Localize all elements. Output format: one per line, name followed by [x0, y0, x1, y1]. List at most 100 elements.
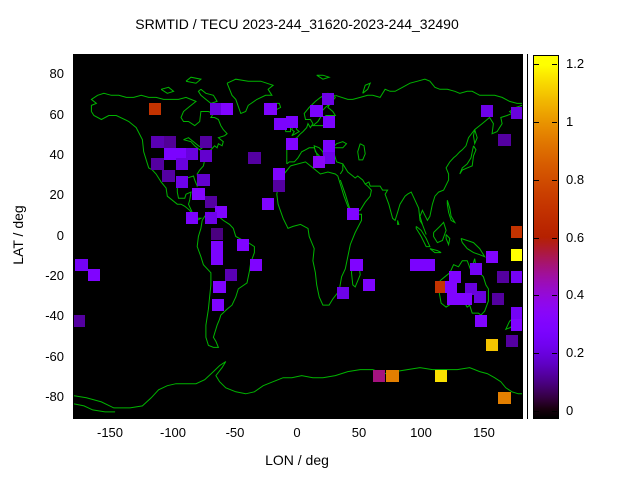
heatmap-cell [151, 135, 164, 148]
colorbar-tick-mark [552, 238, 557, 239]
heatmap-cell [410, 258, 423, 271]
heatmap-cell [204, 196, 218, 209]
coastline-path [419, 104, 522, 235]
heatmap-cell [151, 157, 164, 170]
heatmap-cell [273, 167, 286, 180]
heatmap-cell [510, 248, 522, 261]
colorbar-tick-label: 0.2 [566, 345, 585, 360]
heatmap-cell [248, 151, 261, 164]
coastline-path [316, 74, 331, 80]
y-tick-label: -40 [45, 308, 64, 323]
heatmap-cell [210, 228, 224, 241]
y-tick-label: -80 [45, 389, 64, 404]
x-tick-label: 150 [473, 425, 495, 440]
heatmap-cell [498, 133, 511, 146]
heatmap-cell [224, 268, 237, 281]
coastline-path [342, 163, 423, 225]
coastline-path [185, 76, 203, 84]
coastline-path [357, 143, 366, 161]
coastline-path [446, 200, 457, 224]
heatmap-cell [209, 103, 222, 116]
heatmap-cell [459, 293, 473, 306]
heatmap-cell [162, 170, 175, 183]
colorbar-tick-mark [534, 238, 539, 239]
heatmap-cell [186, 212, 199, 225]
heatmap-cell [285, 137, 298, 150]
heatmap-cell [372, 369, 386, 382]
heatmap-cell [448, 270, 461, 283]
heatmap-cell [321, 93, 334, 106]
colorbar-tick-label: 0 [566, 403, 574, 418]
heatmap-cell [176, 157, 189, 170]
heatmap-cell [498, 391, 511, 404]
heatmap-cell [249, 258, 262, 271]
heatmap-cell [186, 147, 199, 160]
heatmap-cell [336, 286, 349, 299]
heatmap-cell [274, 117, 287, 130]
heatmap-cell [199, 149, 213, 162]
coastline-path [472, 129, 478, 146]
heatmap-cell [192, 188, 205, 201]
colorbar-tick-mark [552, 122, 557, 123]
colorbar-tick-mark [552, 64, 557, 65]
heatmap-cell [204, 212, 218, 225]
x-tick-label: -100 [159, 425, 187, 440]
heatmap-cell [310, 105, 323, 118]
heatmap-cell [350, 258, 363, 271]
y-tick-label: 40 [49, 147, 64, 162]
y-tick-label: -60 [45, 349, 64, 364]
colorbar-tick-mark [534, 353, 539, 354]
coastline-path [332, 141, 348, 149]
heatmap-cell [473, 290, 486, 303]
heatmap-cell [148, 103, 162, 116]
heatmap-cell [322, 115, 336, 128]
heatmap-cell [261, 198, 275, 211]
heatmap-cell [485, 339, 499, 352]
heatmap-cell [176, 176, 189, 189]
heatmap-cell [434, 369, 448, 382]
coastline-path [74, 361, 522, 409]
heatmap-cell [422, 258, 435, 271]
coastline-path [276, 161, 362, 306]
heatmap-cell [510, 270, 522, 283]
heatmap-cell [447, 293, 460, 306]
plot-area [73, 54, 523, 419]
heatmap-cell [485, 250, 499, 263]
heatmap-cell [480, 105, 494, 118]
coastline-path [460, 238, 486, 258]
colorbar-tick-mark [534, 180, 539, 181]
heatmap-cell [346, 208, 359, 221]
heatmap-cell [469, 262, 483, 275]
colorbar-tick-mark [534, 295, 539, 296]
heatmap-cell [74, 315, 86, 328]
colorbar-tick-label: 1.2 [566, 56, 585, 71]
heatmap-cell [322, 139, 336, 152]
colorbar-tick-label: 1 [566, 114, 574, 129]
heatmap-cell [322, 151, 336, 164]
coastline-path [74, 403, 116, 413]
heatmap-cell [285, 115, 298, 128]
heatmap-cell [220, 103, 234, 116]
heatmap-cell [212, 299, 225, 312]
x-tick-label: -50 [225, 425, 245, 440]
x-tick-label: 0 [293, 425, 301, 440]
heatmap-cell [75, 258, 88, 271]
coastline-path [226, 78, 275, 115]
coastline-path [335, 78, 522, 104]
heatmap-cell [176, 147, 189, 160]
heatmap-cell [213, 280, 226, 293]
x-tick-label: 100 [410, 425, 432, 440]
heatmap-cell [510, 226, 522, 239]
heatmap-cell [510, 307, 522, 320]
colorbar-tick-label: 0.6 [566, 230, 585, 245]
colorbar [533, 55, 559, 419]
heatmap-cell [434, 280, 448, 293]
colorbar-tick-mark [552, 295, 557, 296]
heatmap-cell [210, 252, 224, 265]
heatmap-cell [87, 268, 101, 281]
heatmap-cell [237, 238, 250, 251]
colorbar-tick-mark [552, 411, 557, 412]
y-tick-label: 60 [49, 107, 64, 122]
coastline-path [362, 82, 372, 94]
